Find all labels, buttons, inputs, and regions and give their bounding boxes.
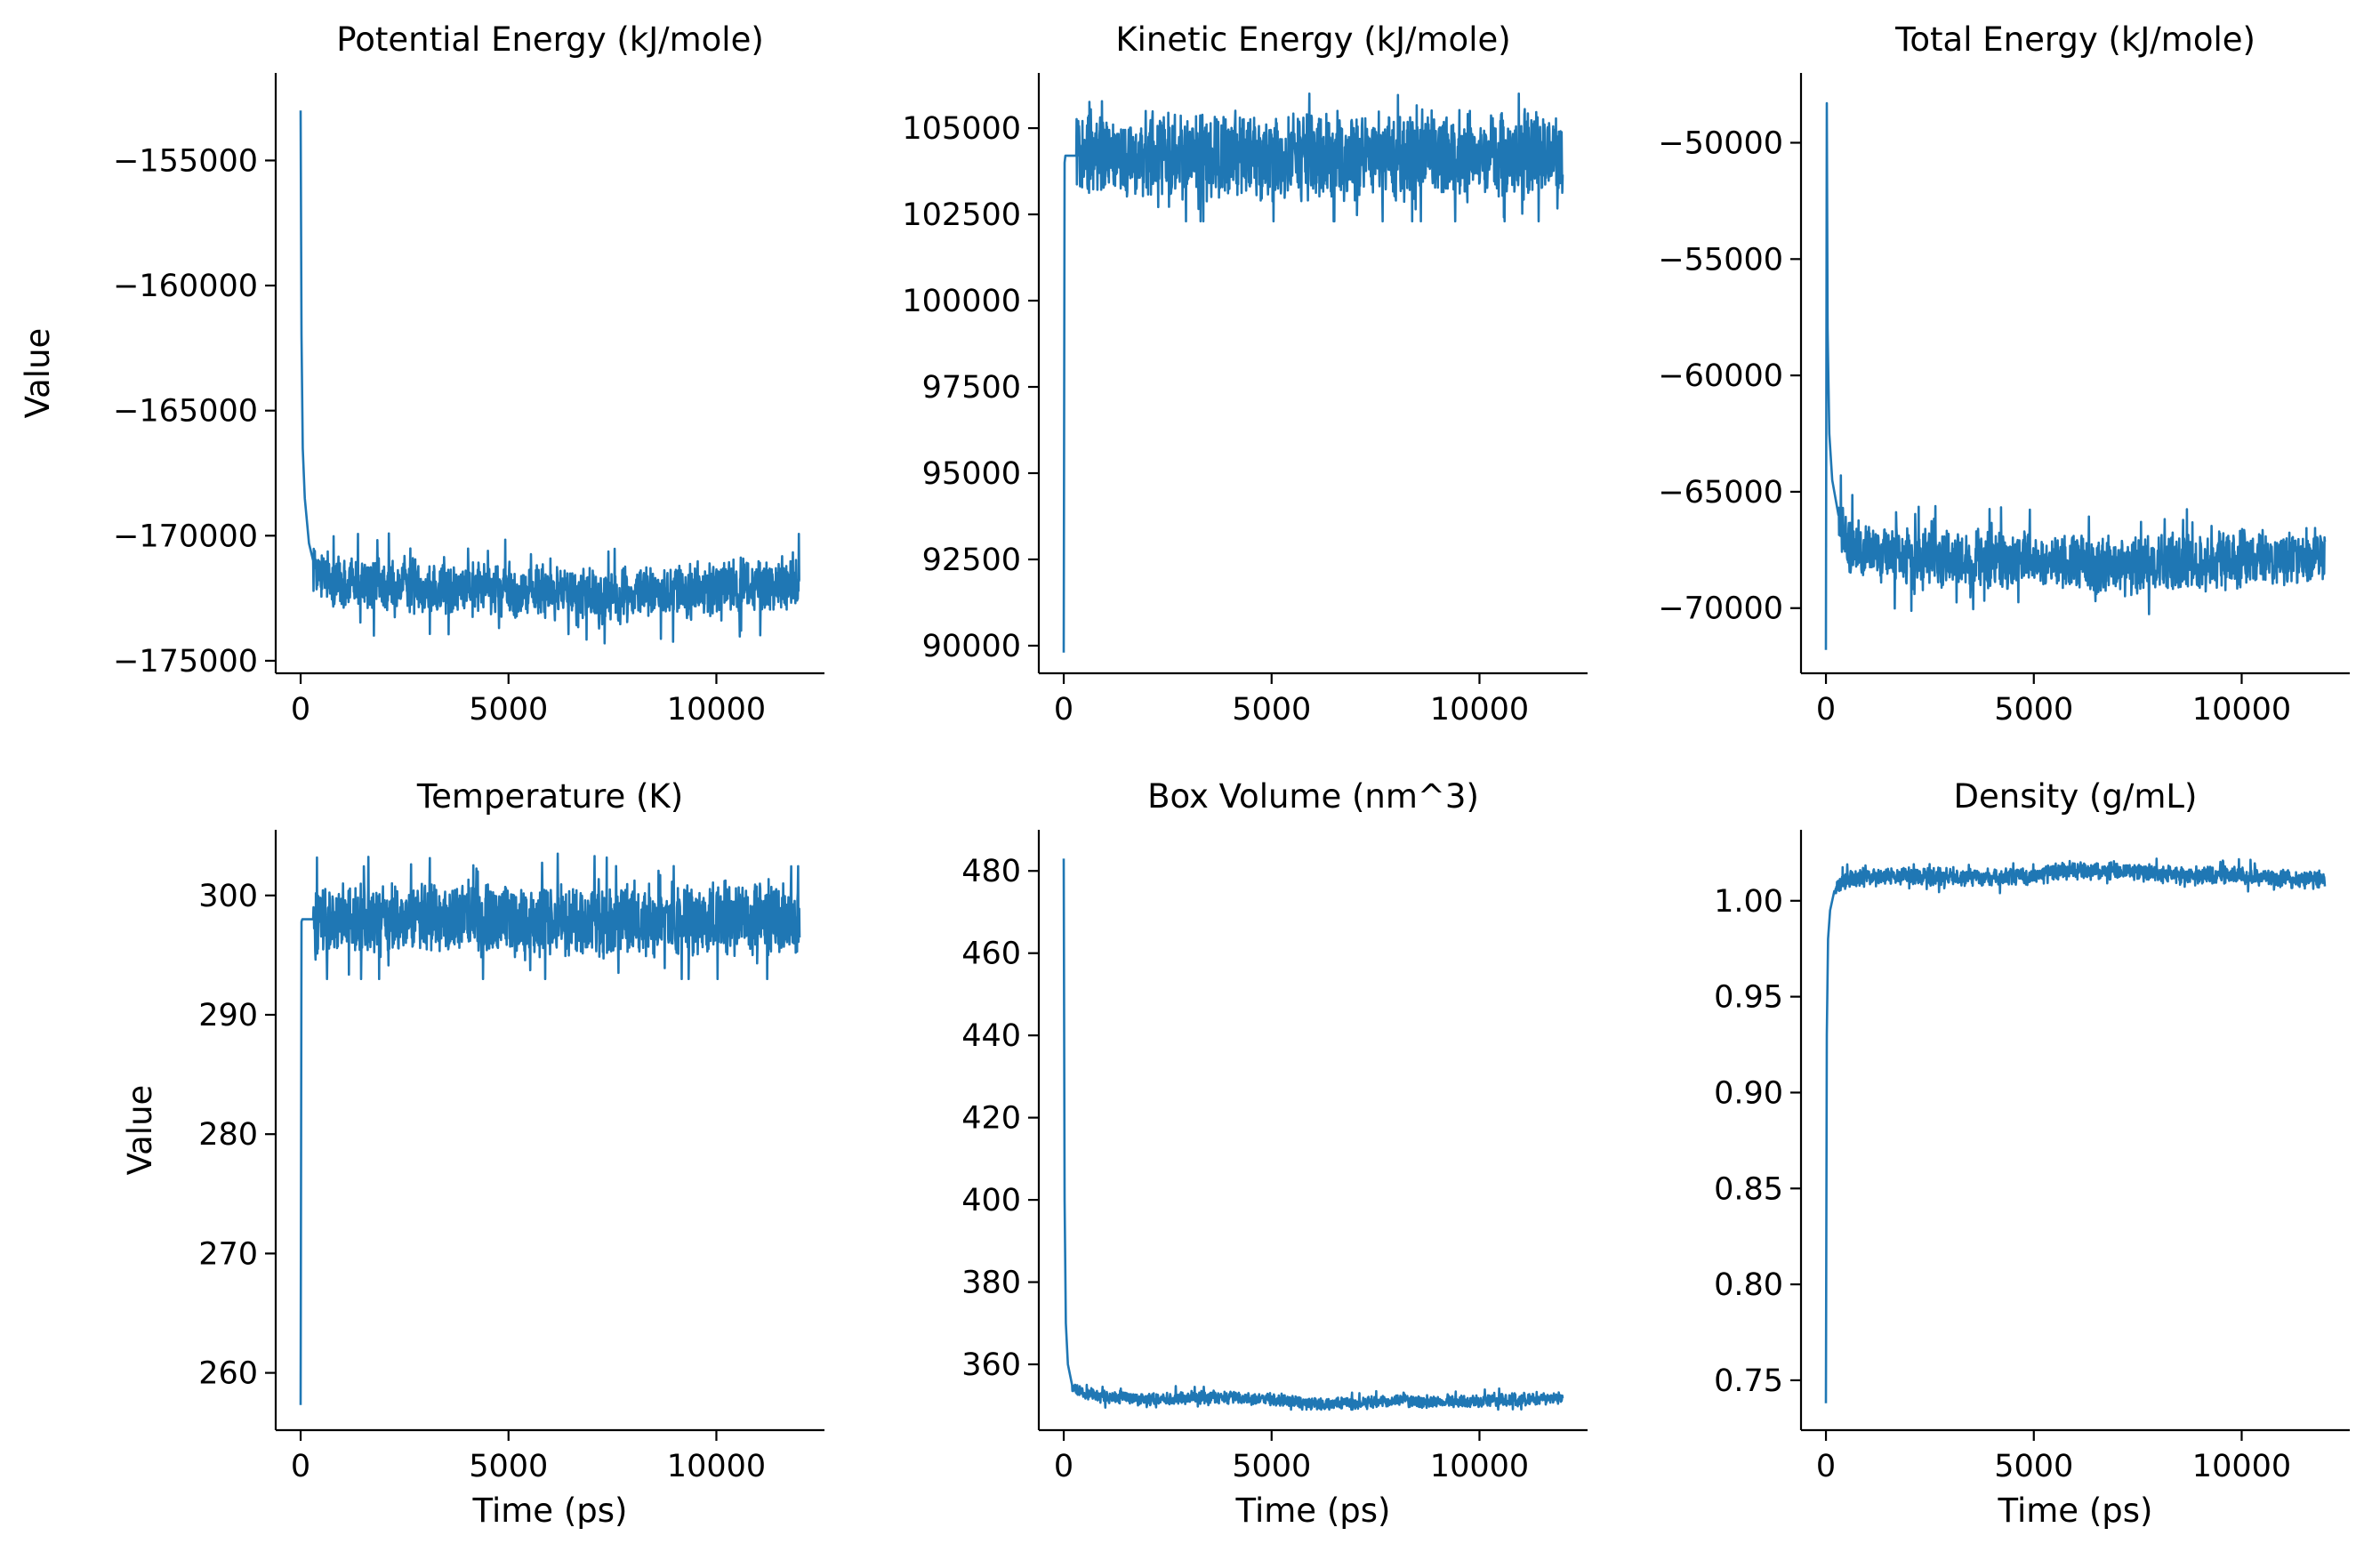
series-line: [299, 110, 800, 645]
x-tick-label: 0: [1816, 1449, 1836, 1484]
y-tick-label: 92500: [922, 543, 1021, 578]
y-tick-label: 420: [961, 1101, 1021, 1137]
x-tick-label: 10000: [667, 692, 766, 728]
series-line: [1062, 92, 1564, 653]
x-axis-label: Time (ps): [1998, 1492, 2153, 1530]
subplot-6: Density (g/mL) 0 5000 10000 0.75 0.80 0.85 0.90…: [1714, 777, 2350, 1530]
y-tick-label: 380: [961, 1266, 1021, 1301]
y-tick-label: 460: [961, 937, 1021, 972]
y-tick-label: 270: [198, 1236, 258, 1272]
x-tick-label: 5000: [1994, 692, 2073, 728]
x-tick-label: 10000: [667, 1449, 766, 1484]
y-tick-label: 480: [961, 854, 1021, 889]
y-tick-label: 102500: [902, 197, 1021, 233]
y-tick-label: −165000: [113, 394, 258, 430]
x-tick-label: 10000: [2192, 1449, 2291, 1484]
y-tick-label: 0.85: [1714, 1171, 1783, 1207]
x-tick-label: 5000: [1232, 1449, 1311, 1484]
x-tick-label: 5000: [469, 1449, 548, 1484]
y-tick-label: −160000: [113, 269, 258, 304]
x-tick-label: 5000: [469, 692, 548, 728]
y-tick-label: 400: [961, 1183, 1021, 1218]
y-tick-label: 105000: [902, 111, 1021, 147]
y-tick-label: 1.00: [1714, 884, 1783, 920]
subplot-5: Box Volume (nm^3) 0 5000 10000 360 380 400 420 4…: [961, 777, 1588, 1530]
y-tick-label: 0.95: [1714, 980, 1783, 1016]
y-tick-label: 0.90: [1714, 1075, 1783, 1111]
x-tick-label: 0: [1054, 692, 1073, 728]
x-tick-label: 5000: [1232, 692, 1311, 728]
x-tick-label: 0: [1816, 692, 1836, 728]
y-tick-label: −65000: [1658, 475, 1783, 511]
y-tick-label: 0.75: [1714, 1363, 1783, 1399]
subplot-title: Box Volume (nm^3): [1147, 777, 1479, 816]
subplot-title: Potential Energy (kJ/mole): [336, 20, 764, 59]
series-line: [299, 852, 801, 1405]
y-tick-label: −155000: [113, 143, 258, 179]
subplot-title: Kinetic Energy (kJ/mole): [1115, 20, 1510, 59]
x-axis-label: Time (ps): [1235, 1492, 1391, 1530]
y-tick-label: −70000: [1658, 591, 1783, 627]
y-axis-label: Value: [19, 328, 57, 419]
y-tick-label: 300: [198, 879, 258, 914]
y-tick-label: 440: [961, 1018, 1021, 1054]
y-tick-label: −50000: [1658, 125, 1783, 161]
y-tick-label: 280: [198, 1117, 258, 1153]
subplot-3: Total Energy (kJ/mole) 0 5000 10000 −70000 −6…: [1658, 20, 2350, 728]
y-tick-label: 97500: [922, 370, 1021, 406]
x-tick-label: 5000: [1994, 1449, 2073, 1484]
x-tick-label: 10000: [1430, 1449, 1529, 1484]
y-tick-label: 360: [961, 1347, 1021, 1383]
subplot-title: Density (g/mL): [1954, 777, 2198, 816]
series-line: [1062, 858, 1564, 1411]
y-tick-label: −175000: [113, 644, 258, 679]
x-tick-label: 0: [1054, 1449, 1073, 1484]
y-axis-label: Value: [121, 1085, 159, 1176]
y-tick-label: −55000: [1658, 242, 1783, 277]
y-tick-label: 290: [198, 998, 258, 1033]
y-tick-label: 90000: [922, 629, 1021, 664]
subplot-1: Potential Energy (kJ/mole) 0 5000 10000 −175…: [19, 20, 824, 728]
x-tick-label: 10000: [2192, 692, 2291, 728]
series-line: [1824, 101, 2327, 650]
x-tick-label: 10000: [1430, 692, 1529, 728]
x-axis-label: Time (ps): [472, 1492, 628, 1530]
y-tick-label: 260: [198, 1356, 258, 1392]
y-tick-label: 0.80: [1714, 1267, 1783, 1303]
y-tick-label: −170000: [113, 519, 258, 554]
y-tick-label: 100000: [902, 284, 1021, 319]
subplot-4: Temperature (K) 0 5000 10000 260 270 280 290 300…: [121, 777, 824, 1530]
x-tick-label: 0: [291, 1449, 310, 1484]
x-tick-label: 0: [291, 692, 310, 728]
series-line: [1824, 857, 2327, 1403]
y-tick-label: −60000: [1658, 358, 1783, 394]
subplot-2: Kinetic Energy (kJ/mole) 0 5000 10000 90000 9…: [902, 20, 1588, 728]
y-tick-label: 95000: [922, 456, 1021, 492]
subplot-title: Total Energy (kJ/mole): [1894, 20, 2255, 59]
subplot-title: Temperature (K): [416, 777, 683, 816]
